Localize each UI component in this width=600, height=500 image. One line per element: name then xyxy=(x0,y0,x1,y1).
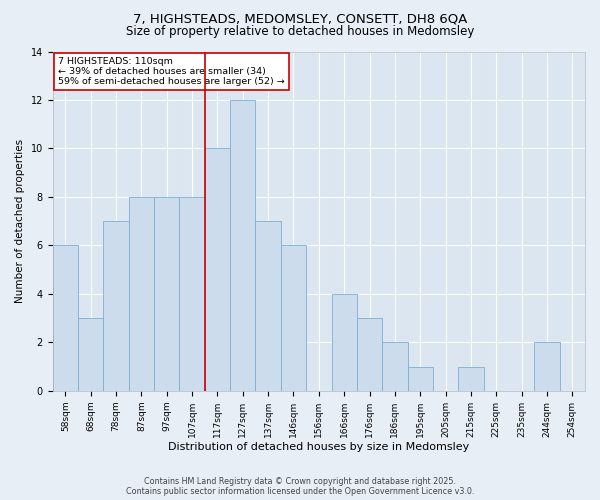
Bar xyxy=(179,197,205,391)
Bar xyxy=(230,100,256,391)
Bar xyxy=(357,318,382,391)
X-axis label: Distribution of detached houses by size in Medomsley: Distribution of detached houses by size … xyxy=(168,442,469,452)
Bar xyxy=(103,221,129,391)
Bar xyxy=(332,294,357,391)
Bar xyxy=(407,366,433,391)
Text: 7 HIGHSTEADS: 110sqm
← 39% of detached houses are smaller (34)
59% of semi-detac: 7 HIGHSTEADS: 110sqm ← 39% of detached h… xyxy=(58,56,285,86)
Bar xyxy=(154,197,179,391)
Bar xyxy=(281,246,306,391)
Bar xyxy=(256,221,281,391)
Text: 7, HIGHSTEADS, MEDOMSLEY, CONSETT, DH8 6QA: 7, HIGHSTEADS, MEDOMSLEY, CONSETT, DH8 6… xyxy=(133,12,467,26)
Bar xyxy=(53,246,78,391)
Bar xyxy=(78,318,103,391)
Bar xyxy=(382,342,407,391)
Text: Size of property relative to detached houses in Medomsley: Size of property relative to detached ho… xyxy=(126,25,474,38)
Text: Contains HM Land Registry data © Crown copyright and database right 2025.
Contai: Contains HM Land Registry data © Crown c… xyxy=(126,476,474,496)
Bar xyxy=(458,366,484,391)
Bar xyxy=(205,148,230,391)
Y-axis label: Number of detached properties: Number of detached properties xyxy=(15,139,25,303)
Bar xyxy=(129,197,154,391)
Bar xyxy=(535,342,560,391)
